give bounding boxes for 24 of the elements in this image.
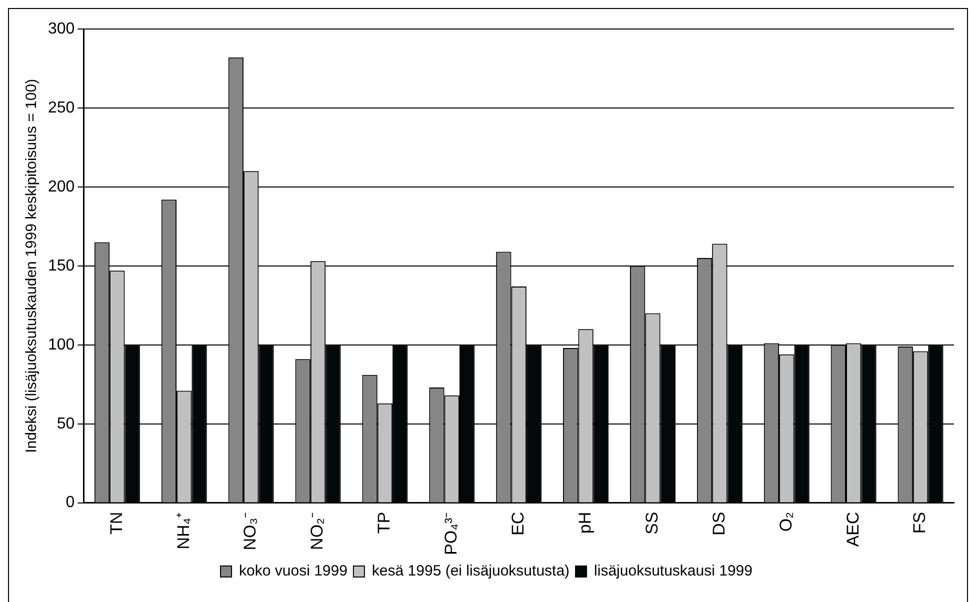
x-tick-label: PO₄³⁻ (442, 512, 461, 556)
x-tick-label: NH₄⁺ (174, 512, 193, 550)
x-tick-label: FS (910, 512, 930, 534)
x-tick-label: TP (374, 512, 394, 534)
y-axis-title: Indeksi (lisäjuoksutuskauden 1999 keskipitoisuus = 100) (23, 78, 40, 453)
y-tick-label: 200 (48, 178, 75, 196)
y-tick-label: 50 (56, 415, 75, 432)
legend-label: koko vuosi 1999 (239, 562, 348, 580)
y-tick-label: 300 (48, 20, 75, 38)
x-tick-label: TN (106, 512, 126, 535)
x-tick-label: EC (508, 512, 528, 536)
x-tick-label: NO₂⁻ (308, 512, 327, 550)
x-tick-label: DS (709, 512, 728, 536)
legend-label: lisäjuoksutuskausi 1999 (594, 562, 752, 580)
y-tick-label: 150 (48, 257, 75, 274)
y-tick-label: 0 (66, 494, 75, 512)
x-tick-label: SS (642, 512, 662, 535)
y-tick-label: 250 (48, 99, 75, 116)
x-tick-label: NO₃⁻ (240, 512, 260, 550)
legend-label: kesä 1995 (ei lisäjuoksutusta) (372, 562, 570, 580)
x-tick-label: O₂ (776, 512, 796, 532)
y-tick-label: 100 (48, 336, 75, 354)
x-tick-label: AEC (843, 512, 862, 547)
x-tick-label: pH (575, 512, 594, 534)
